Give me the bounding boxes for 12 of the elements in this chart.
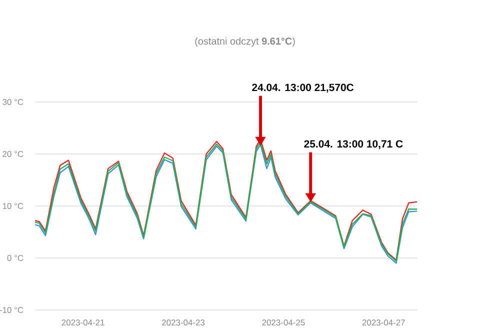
y-tick-label: 30 °C bbox=[2, 99, 24, 105]
y-tick-label: 0 °C bbox=[7, 255, 24, 261]
x-tick-label: 2023-04-23 bbox=[162, 320, 205, 326]
y-tick-label: 20 °C bbox=[2, 151, 24, 157]
annotation: 25.04. 13:00 10,71 C bbox=[304, 140, 403, 150]
x-tick-label: 2023-04-27 bbox=[362, 320, 405, 326]
annotation: 24.04. 13:00 21,570C bbox=[252, 84, 354, 93]
x-tick-label: 2023-04-25 bbox=[262, 320, 305, 326]
y-tick-label: -10 °C bbox=[0, 307, 24, 313]
y-tick-label: 10 °C bbox=[2, 203, 24, 209]
x-tick-label: 2023-04-21 bbox=[62, 320, 104, 326]
chart-subtitle: (ostatni odczyt 9.61°C) bbox=[195, 37, 295, 47]
